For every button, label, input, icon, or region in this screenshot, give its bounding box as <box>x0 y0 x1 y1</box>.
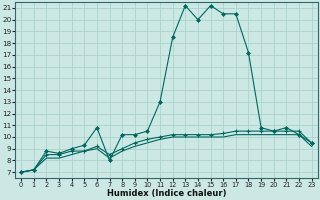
X-axis label: Humidex (Indice chaleur): Humidex (Indice chaleur) <box>107 189 226 198</box>
